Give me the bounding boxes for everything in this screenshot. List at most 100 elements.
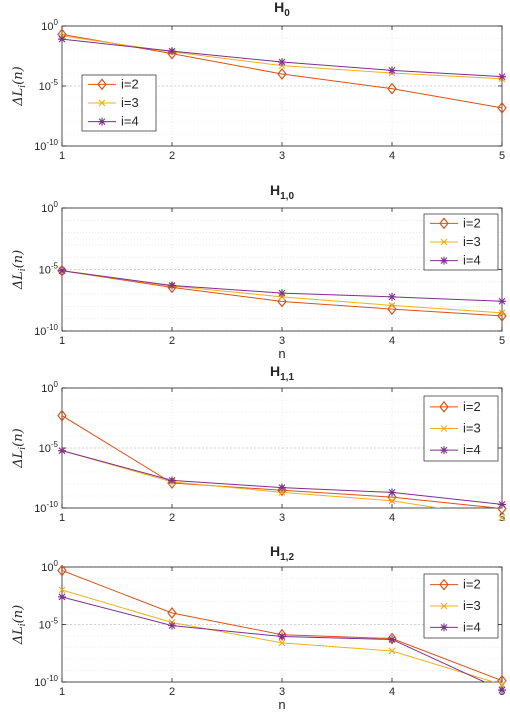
chart-title: H0 <box>274 0 290 19</box>
y-tick-label: 10-5 <box>39 262 59 277</box>
legend: i=2 i=3 i=4 <box>423 395 499 462</box>
y-axis-label: ΔLi(n) <box>11 428 28 468</box>
chart-title: H1,2 <box>270 543 294 563</box>
x-tick-label: 4 <box>389 335 395 347</box>
x-axis-label: n <box>278 697 285 712</box>
x-tick-label: 4 <box>389 150 395 162</box>
data-point <box>498 514 506 522</box>
data-point <box>388 302 396 309</box>
x-tick-label: 1 <box>59 512 65 524</box>
legend-label: i=4 <box>463 619 481 634</box>
data-point <box>497 674 507 687</box>
data-point <box>58 446 66 455</box>
y-axis-label: ΔLi(n) <box>11 250 28 290</box>
y-tick-label: 100 <box>41 559 58 574</box>
data-point <box>57 264 67 277</box>
legend-marker <box>440 425 448 432</box>
data-point <box>277 68 287 80</box>
data-point <box>497 309 507 322</box>
legend-label: i=2 <box>463 399 481 414</box>
y-tick-label: 10-10 <box>34 138 58 153</box>
legend-marker <box>98 99 106 107</box>
y-tick-label: 10-5 <box>39 440 59 455</box>
legend-label: i=3 <box>463 234 481 249</box>
y-tick-label: 100 <box>41 200 58 215</box>
y-tick-label: 10-10 <box>34 674 58 689</box>
data-point <box>497 101 507 114</box>
data-point <box>168 281 176 290</box>
data-point <box>167 607 177 619</box>
data-point <box>278 483 286 492</box>
legend-marker <box>440 623 448 632</box>
data-point <box>498 500 506 509</box>
data-point <box>168 621 176 630</box>
x-tick-label: 3 <box>279 512 285 524</box>
legend-label: i=4 <box>121 114 139 129</box>
data-point <box>58 35 66 44</box>
data-point <box>278 289 286 298</box>
data-point <box>498 686 506 695</box>
data-point <box>168 47 176 56</box>
legend-marker <box>440 256 448 265</box>
x-tick-label: 1 <box>59 150 65 162</box>
legend: i=2 i=3 i=4 <box>423 213 499 271</box>
y-tick-label: 10-5 <box>39 78 59 93</box>
legend-label: i=2 <box>463 215 481 230</box>
chart-panel: 1 2 3 4 5 10-10 10-5 100 H0 ΔLi(n) i=2 i=3 i=4 <box>11 0 507 162</box>
legend-label: i=2 <box>463 577 481 592</box>
y-axis-label: ΔLi(n) <box>11 605 28 645</box>
legend-marker <box>97 78 107 91</box>
data-point <box>388 488 396 497</box>
x-tick-label: 5 <box>499 335 505 347</box>
chart-title: H1,1 <box>270 363 294 383</box>
legend-marker <box>439 400 449 413</box>
data-point <box>57 409 67 422</box>
legend-label: i=3 <box>463 421 481 436</box>
chart-title: H1,0 <box>270 182 294 202</box>
chart-panel: 1 2 3 4 5 10-10 10-5 100 H1,0 ΔLi(n) n i=2 i=3 i=4 <box>11 182 507 361</box>
legend-label: i=4 <box>463 253 481 268</box>
data-point <box>168 476 176 485</box>
x-tick-label: 2 <box>169 150 175 162</box>
x-tick-label: 3 <box>279 335 285 347</box>
legend-label: i=4 <box>463 442 481 457</box>
data-point <box>58 592 66 601</box>
y-tick-label: 10-10 <box>34 500 58 515</box>
legend-marker <box>98 117 106 126</box>
data-point <box>278 632 286 641</box>
x-tick-label: 1 <box>59 686 65 698</box>
x-tick-label: 3 <box>279 686 285 698</box>
data-point <box>498 72 506 81</box>
legend-marker <box>440 446 448 455</box>
x-axis-label: n <box>278 346 285 361</box>
legend-label: i=3 <box>463 598 481 613</box>
data-point <box>498 297 506 306</box>
data-point <box>388 647 396 655</box>
data-point <box>278 58 286 66</box>
x-tick-label: 1 <box>59 335 65 347</box>
data-point <box>387 82 397 95</box>
y-tick-label: 10-5 <box>39 617 59 632</box>
data-point <box>57 564 67 577</box>
legend: i=2 i=3 i=4 <box>423 573 499 639</box>
y-tick-label: 10-10 <box>34 323 58 338</box>
legend-marker <box>440 238 448 246</box>
data-point <box>388 66 396 75</box>
data-point <box>388 292 396 301</box>
data-point <box>498 309 506 317</box>
y-tick-label: 100 <box>41 18 58 33</box>
legend-marker <box>439 578 449 591</box>
legend: i=2 i=3 i=4 <box>81 74 157 132</box>
x-tick-label: 2 <box>169 686 175 698</box>
y-tick-label: 100 <box>41 380 58 395</box>
legend-label: i=3 <box>121 95 139 110</box>
legend-marker <box>439 217 449 230</box>
data-point <box>58 266 66 275</box>
data-point <box>498 681 506 688</box>
data-point <box>277 484 287 497</box>
legend-label: i=2 <box>121 76 139 91</box>
x-tick-label: 5 <box>499 150 505 162</box>
